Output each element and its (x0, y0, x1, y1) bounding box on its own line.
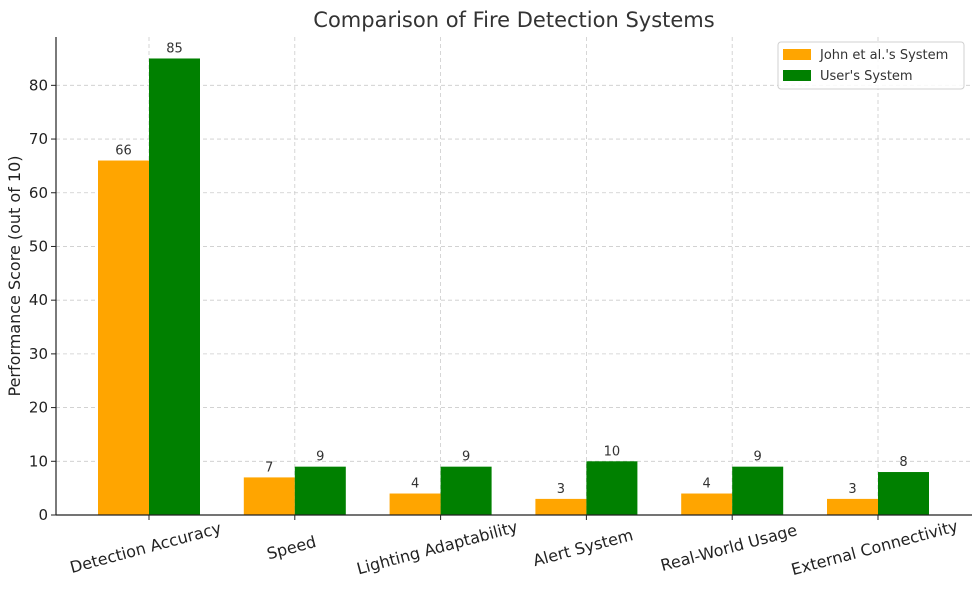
bar-value-label: 9 (754, 450, 762, 465)
bar-user (878, 472, 929, 515)
bar-value-label: 10 (604, 444, 621, 459)
y-tick-label: 40 (29, 291, 48, 309)
y-axis-label: Performance Score (out of 10) (5, 155, 24, 396)
x-tick-label: Lighting Adaptability (355, 517, 520, 578)
bar-value-label: 66 (115, 144, 132, 159)
bar-john (827, 498, 878, 515)
x-tick-label: Alert System (531, 525, 635, 570)
legend-label: John et al.'s System (819, 48, 948, 63)
legend-swatch (783, 70, 811, 81)
legend-box (777, 41, 965, 90)
bar-user (586, 461, 638, 515)
bar-value-label: 3 (557, 482, 565, 497)
y-tick-label: 60 (29, 184, 48, 202)
bar-john (389, 493, 441, 515)
y-tick-label: 0 (38, 506, 48, 524)
bar-value-label: 9 (462, 450, 470, 465)
data-labels: 66 7 4 3 4 3 85 9 9 10 9 8 (115, 41, 907, 496)
chart-title: Comparison of Fire Detection Systems (313, 8, 714, 32)
x-tick-label: Real-World Usage (659, 520, 800, 575)
bar-user (294, 466, 346, 515)
bar-value-label: 9 (316, 450, 324, 465)
y-tick-label: 20 (29, 399, 48, 417)
legend-swatch (783, 49, 811, 60)
grid-lines (56, 37, 972, 516)
legend-label: User's System (820, 69, 913, 84)
bar-john (535, 498, 587, 515)
bars (98, 58, 929, 516)
y-tick-label: 30 (29, 345, 48, 363)
bar-user (440, 466, 492, 515)
y-tick-label: 50 (29, 237, 48, 255)
x-tick-label: Detection Accuracy (68, 518, 223, 577)
bar-value-label: 3 (848, 482, 856, 497)
bar-user (732, 466, 784, 515)
bar-value-label: 4 (703, 477, 711, 492)
y-tick-label: 70 (29, 130, 48, 148)
y-tick-label: 80 (29, 76, 48, 94)
bar-value-label: 8 (899, 455, 907, 470)
bar-john (681, 493, 733, 515)
bar-john (98, 160, 149, 516)
bar-value-label: 7 (265, 460, 273, 475)
y-tick-label: 10 (29, 452, 48, 470)
x-tick-label: External Connectivity (789, 516, 960, 579)
bar-john (243, 477, 295, 515)
legend: John et al.'s System User's System (777, 41, 965, 90)
bar-value-label: 4 (411, 477, 419, 492)
x-tick-label: Speed (265, 532, 318, 563)
bar-value-label: 85 (166, 41, 183, 56)
bar-user (149, 58, 200, 515)
